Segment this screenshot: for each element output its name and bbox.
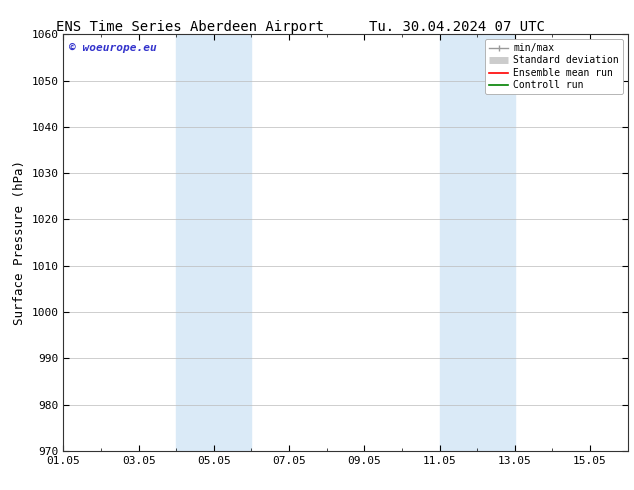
Bar bbox=[176, 34, 252, 451]
Bar bbox=[439, 34, 515, 451]
Text: © woeurope.eu: © woeurope.eu bbox=[69, 43, 157, 52]
Y-axis label: Surface Pressure (hPa): Surface Pressure (hPa) bbox=[13, 160, 26, 325]
Title: ENS Time Series Aberdeen Airport     Tu. 30.04.2024 07 UTC: ENS Time Series Aberdeen Airport Tu. 30.… bbox=[0, 489, 1, 490]
Text: Tu. 30.04.2024 07 UTC: Tu. 30.04.2024 07 UTC bbox=[368, 20, 545, 34]
Text: ENS Time Series Aberdeen Airport: ENS Time Series Aberdeen Airport bbox=[56, 20, 324, 34]
Legend: min/max, Standard deviation, Ensemble mean run, Controll run: min/max, Standard deviation, Ensemble me… bbox=[485, 39, 623, 94]
